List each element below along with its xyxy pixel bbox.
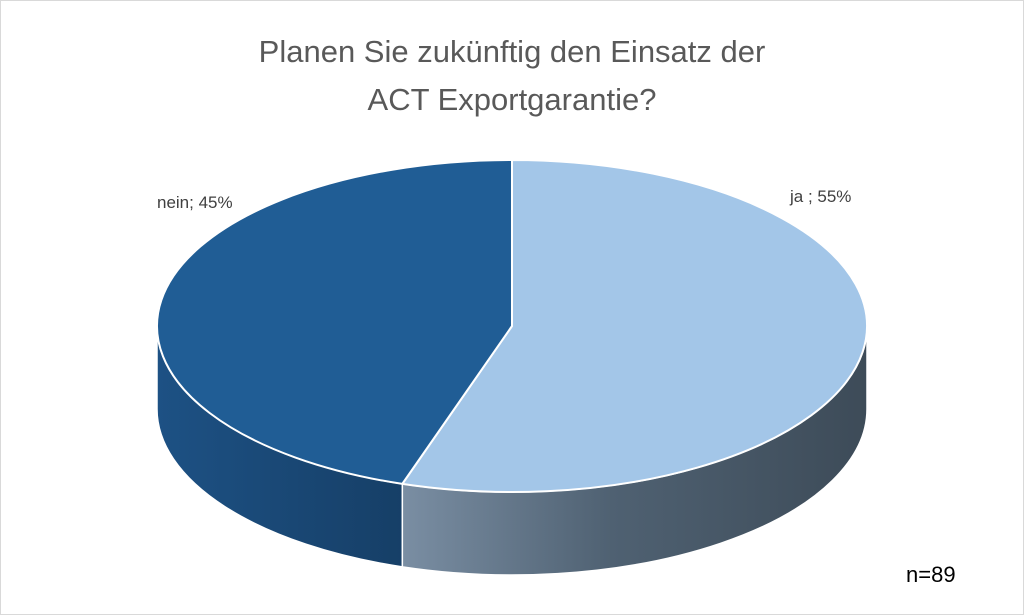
chart-title-line-2: ACT Exportgarantie? xyxy=(367,82,657,117)
data-label-ja: ja ; 55% xyxy=(790,187,852,206)
slice-nein xyxy=(156,159,513,485)
chart-title: Planen Sie zukünftig den Einsatz der ACT… xyxy=(0,28,1024,124)
chart-title-line-1: Planen Sie zukünftig den Einsatz der xyxy=(258,34,766,69)
sample-size-note: n=89 xyxy=(906,562,956,587)
data-label-nein: nein; 45% xyxy=(157,193,233,212)
slice-ja xyxy=(401,159,868,493)
